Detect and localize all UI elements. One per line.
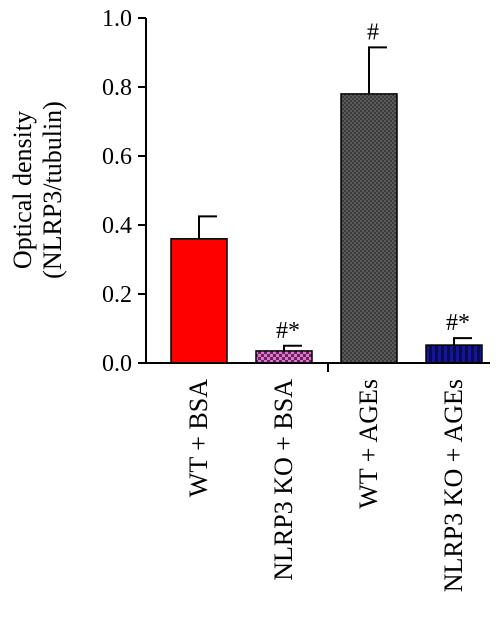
x-category-label: WT + AGEs (354, 379, 383, 509)
bar (425, 344, 483, 364)
y-axis-ticks: 0.0 0.2 0.4 0.6 0.8 1.0 (102, 6, 146, 377)
bar (340, 93, 398, 364)
y-axis-title-line2: (NLRP3/tubulin) (38, 101, 67, 279)
x-category-label: NLRP3 KO + AGEs (439, 379, 468, 592)
x-axis-labels: WT + BSA NLRP3 KO + BSA WT + AGEs NLRP3 KO … (184, 379, 468, 593)
significance-label: # (367, 19, 379, 45)
y-tick-label: 0.4 (102, 213, 132, 239)
significance-label: #* (446, 310, 470, 336)
bars (170, 93, 483, 364)
bar (170, 238, 228, 364)
x-category-label: NLRP3 KO + BSA (269, 379, 298, 581)
significance-label: #* (276, 318, 300, 344)
y-tick-label: 1.0 (102, 6, 132, 32)
y-axis-title-line1: Optical density (8, 111, 37, 269)
y-axis-title: Optical density (NLRP3/tubulin) (8, 101, 67, 279)
y-tick-label: 0.8 (102, 75, 132, 101)
y-tick-label: 0.2 (102, 282, 132, 308)
bar (255, 350, 313, 364)
x-category-label: WT + BSA (184, 379, 213, 497)
significance-annotations: #* # #* (276, 19, 470, 343)
y-tick-label: 0.6 (102, 144, 132, 170)
y-tick-label: 0.0 (102, 351, 132, 377)
error-bars (198, 46, 472, 351)
